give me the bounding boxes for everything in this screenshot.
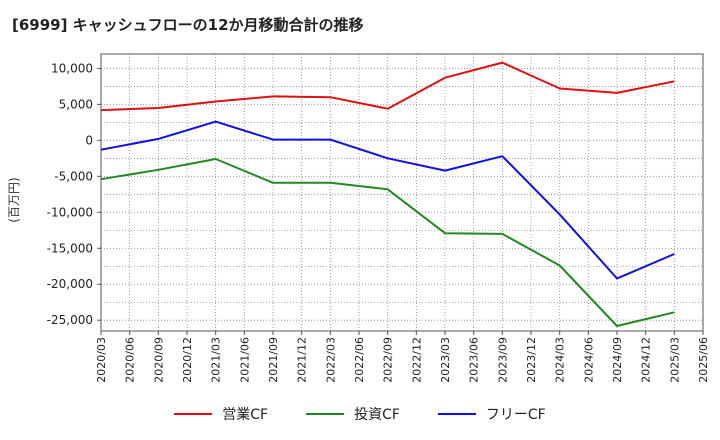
x-tick-label: 2020/06 (124, 337, 137, 383)
legend-swatch (437, 413, 476, 415)
legend-label: 投資CF (354, 407, 400, 423)
series-lines (100, 61, 675, 327)
x-axis: 2020/03 2020/06 2020/09 2020/12 2021/03 2021/… (95, 331, 710, 383)
x-tick-label: 2021/12 (296, 337, 309, 383)
legend-item: フリーCF (437, 404, 546, 424)
y-tick-label: 0 (85, 133, 93, 147)
y-tick-label: -25,000 (47, 313, 93, 327)
x-tick-label: 2022/09 (382, 337, 395, 383)
legend: 営業CF 投資CF フリーCF (0, 404, 720, 424)
grid-lines (100, 54, 704, 331)
x-tick-label: 2020/03 (95, 337, 108, 383)
x-tick-label: 2024/12 (640, 337, 653, 383)
x-tick-label: 2022/12 (410, 337, 423, 383)
legend-label: フリーCF (485, 407, 546, 423)
x-tick-label: 2024/03 (554, 337, 567, 383)
y-tick-label: -5,000 (54, 169, 93, 183)
y-tick-label: 10,000 (51, 61, 93, 75)
x-tick-label: 2024/06 (582, 337, 595, 383)
legend-swatch (306, 413, 345, 415)
x-tick-label: 2023/12 (525, 337, 538, 383)
x-tick-label: 2023/03 (439, 337, 452, 383)
x-tick-label: 2022/06 (353, 337, 366, 383)
x-tick-label: 2020/12 (181, 337, 194, 383)
y-tick-label: -10,000 (47, 205, 93, 219)
x-tick-label: 2025/03 (668, 337, 681, 383)
x-tick-label: 2021/09 (267, 337, 280, 383)
series-line-フリーCF (100, 120, 675, 280)
series-line-営業CF (100, 61, 675, 112)
x-tick-label: 2021/03 (210, 337, 223, 383)
x-tick-label: 2023/09 (496, 337, 509, 383)
x-tick-label: 2023/06 (468, 337, 481, 383)
chart-title: [6999] キャッシュフローの12か月移動合計の推移 (12, 16, 364, 34)
y-tick-label: -20,000 (47, 277, 93, 291)
y-tick-label: 5,000 (59, 97, 93, 111)
y-axis-label: (百万円) (7, 177, 21, 222)
chart-area: 10,000 5,000 0 -5,000 -10,000 -15,000 -20,000 -… (7, 53, 710, 383)
legend-swatch (174, 413, 213, 415)
x-tick-label: 2024/09 (611, 337, 624, 383)
x-tick-label: 2022/03 (324, 337, 337, 383)
legend-item: 投資CF (306, 404, 400, 424)
x-tick-label: 2025/06 (697, 337, 710, 383)
legend-item: 営業CF (174, 404, 268, 424)
legend-label: 営業CF (222, 407, 269, 423)
y-axis: 10,000 5,000 0 -5,000 -10,000 -15,000 -20,000 -… (47, 61, 101, 327)
x-tick-label: 2021/06 (238, 337, 251, 383)
x-tick-label: 2020/09 (152, 337, 165, 383)
series-line-投資CF (100, 158, 675, 327)
y-tick-label: -15,000 (47, 241, 93, 255)
plot-frame (100, 53, 704, 332)
